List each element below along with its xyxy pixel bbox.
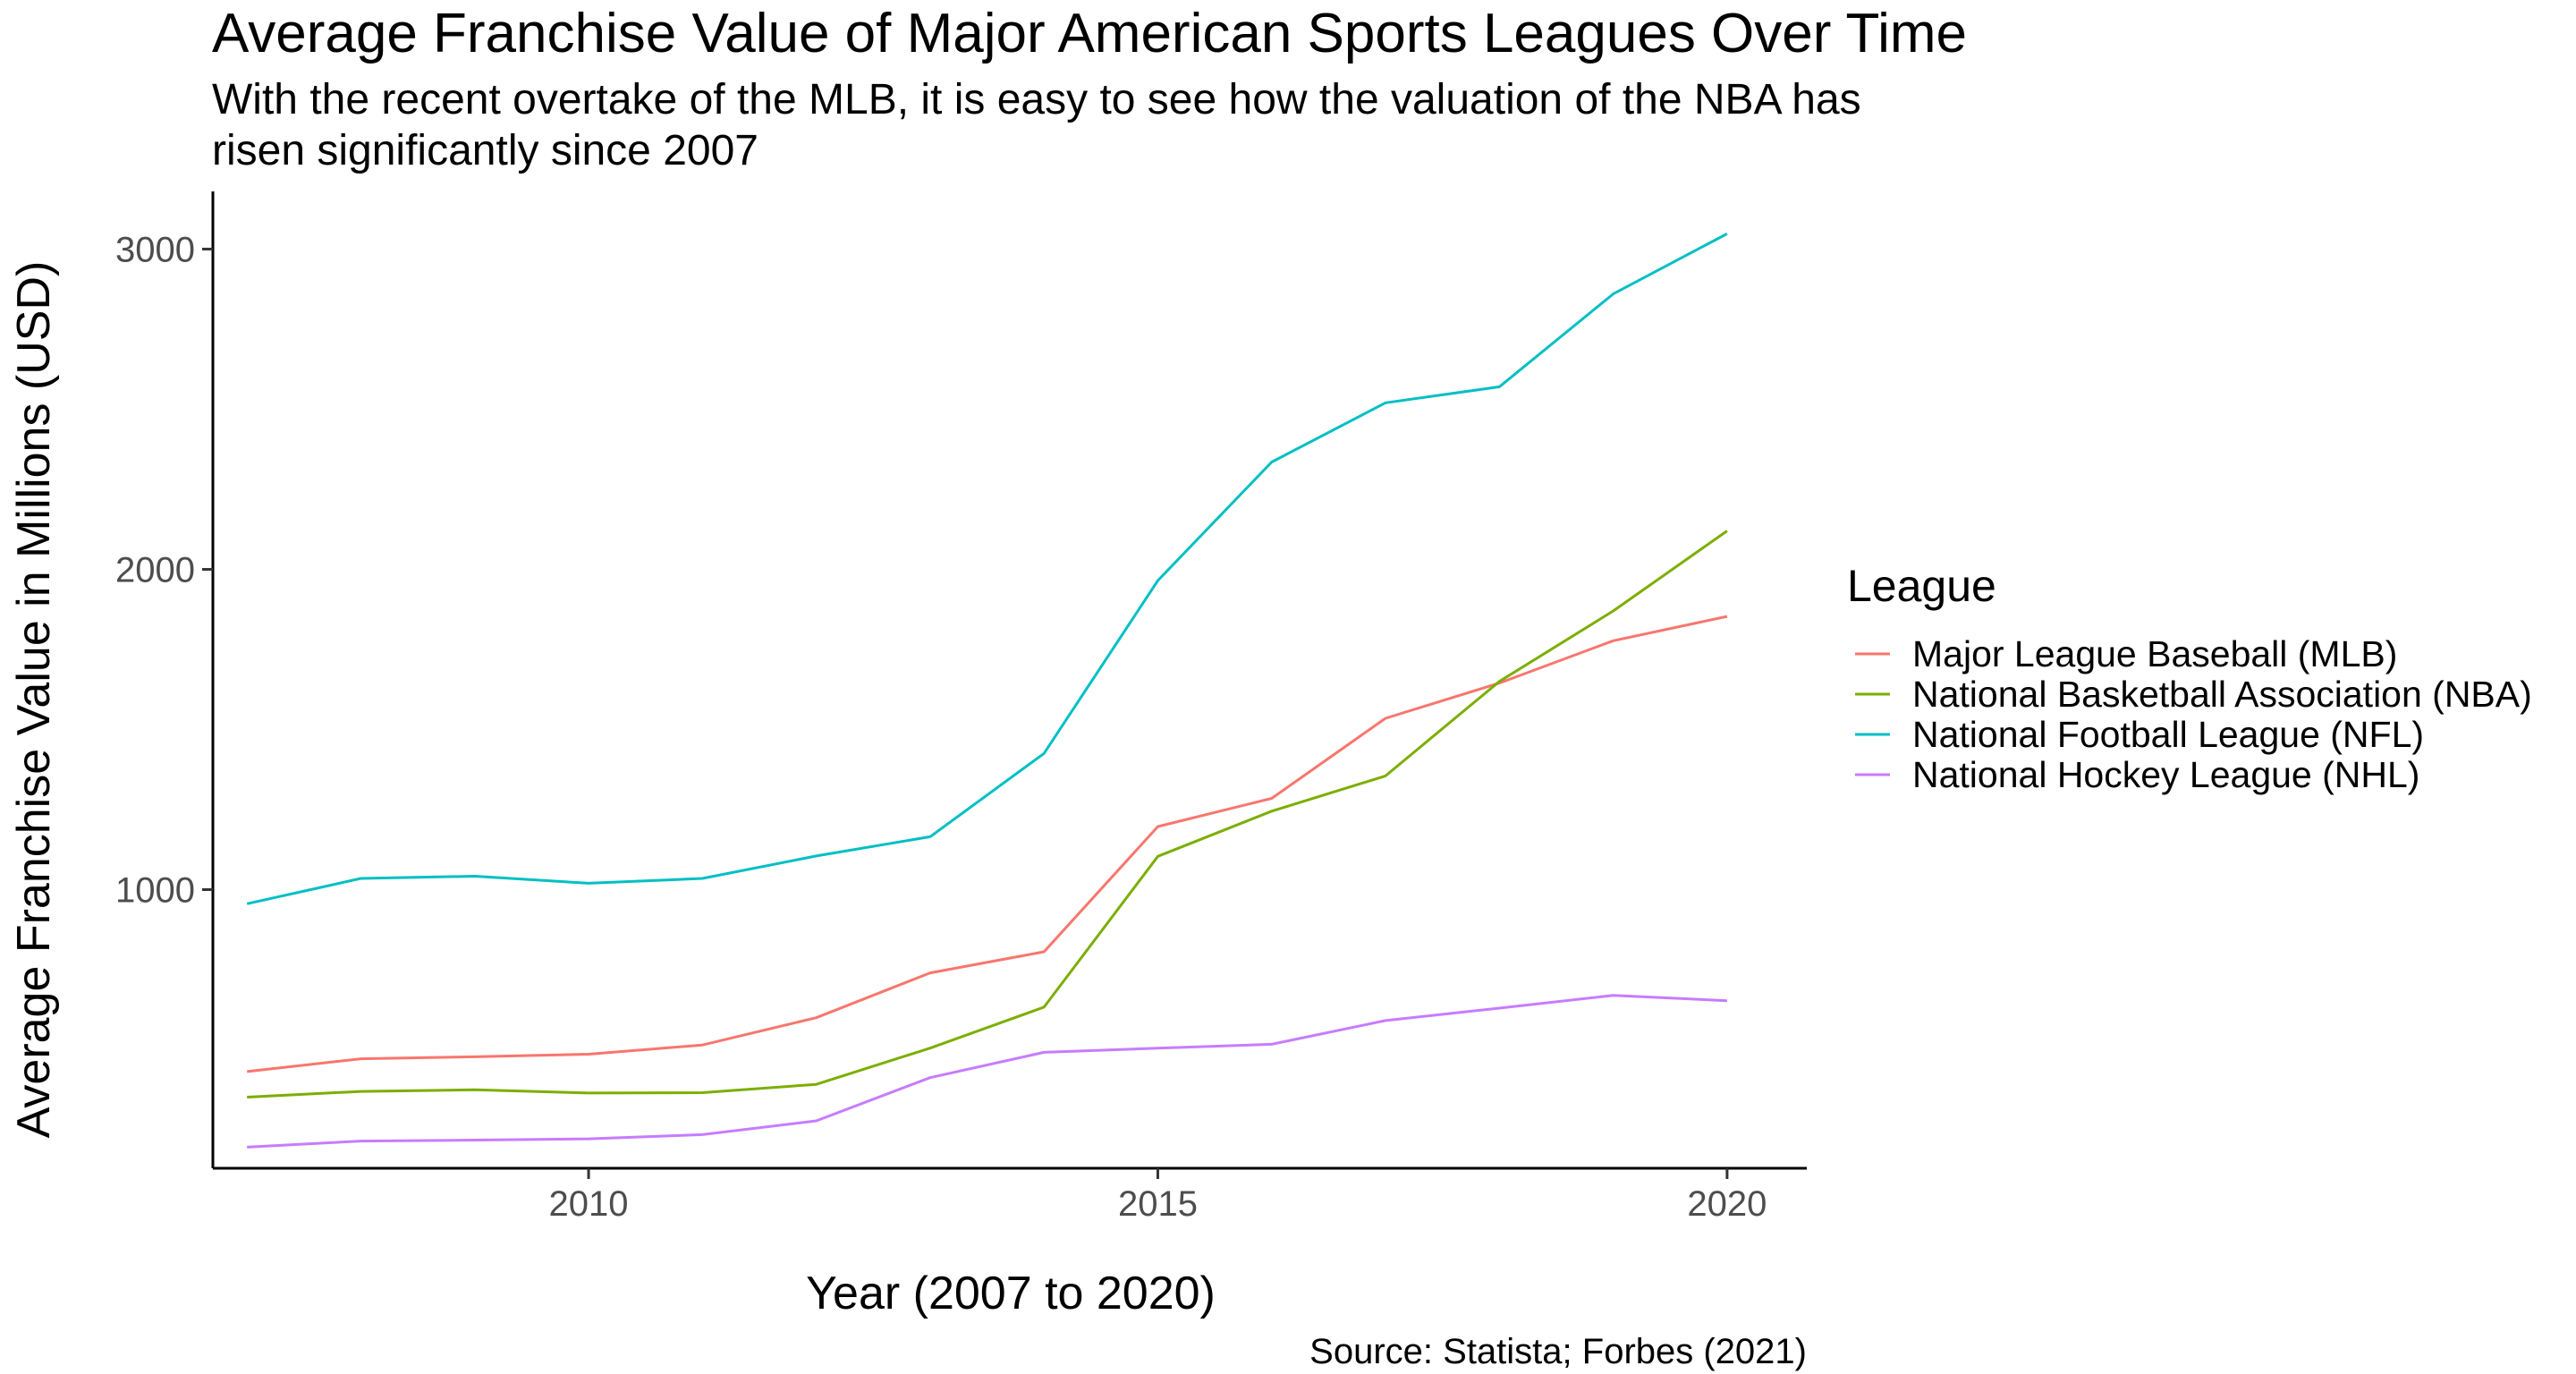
chart-subtitle-line-1: With the recent overtake of the MLB, it …: [212, 76, 1861, 123]
x-tick-label: 2020: [1687, 1184, 1767, 1224]
y-tick-label: 1000: [115, 871, 195, 911]
legend-title: League: [1847, 561, 1996, 611]
series-line-3: [246, 232, 1728, 905]
axes: [211, 191, 1807, 1170]
y-tick-label: 3000: [115, 230, 195, 269]
x-axis-title: Year (2007 to 2020): [806, 1268, 1216, 1319]
series-line-2: [247, 530, 1728, 1098]
y-tick-label: 2000: [115, 550, 195, 589]
chart-caption: Source: Statista; Forbes (2021): [1309, 1332, 1807, 1371]
series-line-4: [247, 994, 1727, 1149]
series-lines: [246, 232, 1728, 1149]
legend-label-2: National Basketball Association (NBA): [1912, 674, 2532, 715]
chart-title: Average Franchise Value of Major America…: [212, 3, 1967, 64]
y-axis-title: Average Franchise Value in Millions (USD…: [8, 261, 60, 1139]
legend-label-3: National Football League (NFL): [1912, 714, 2424, 755]
legend: League Major League Baseball (MLB)Nation…: [1847, 561, 2532, 795]
chart-subtitle-line-2: risen significantly since 2007: [212, 127, 758, 174]
series-line-1: [247, 615, 1728, 1073]
x-tick-label: 2010: [549, 1184, 629, 1224]
x-tick-label: 2015: [1118, 1184, 1198, 1224]
axis-ticks: 2010 2015 2020 1000 2000 3000: [115, 230, 1767, 1224]
legend-label-1: Major League Baseball (MLB): [1912, 633, 2397, 674]
legend-label-4: National Hockey League (NHL): [1912, 754, 2419, 795]
